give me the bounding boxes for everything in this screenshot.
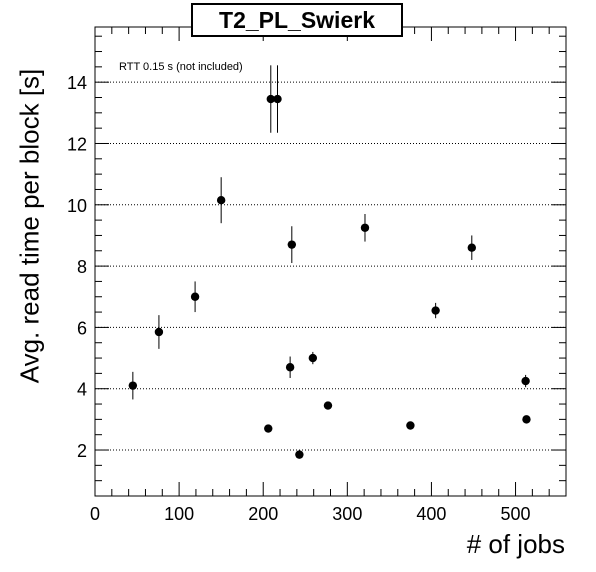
y-tick-label: 6	[77, 318, 87, 338]
y-tick-label: 14	[67, 73, 87, 93]
data-point	[431, 306, 440, 315]
y-tick-label: 4	[77, 380, 87, 400]
x-tick-label: 0	[90, 504, 100, 524]
plot-frame	[94, 26, 567, 497]
data-point	[406, 421, 415, 430]
data-point	[128, 381, 138, 390]
data-point	[308, 353, 318, 363]
data-point	[287, 240, 297, 249]
y-tick-label: 8	[77, 257, 87, 277]
y-axis-label-text: Avg. read time per block [s]	[14, 68, 45, 384]
data-points	[128, 65, 531, 459]
data-point	[522, 415, 531, 424]
y-tick-label: 2	[77, 441, 87, 461]
data-point	[295, 450, 304, 459]
data-point	[360, 223, 370, 232]
x-tick-label: 100	[164, 504, 194, 524]
data-point	[154, 327, 164, 337]
data-point	[467, 243, 476, 252]
y-tick-label: 10	[67, 196, 87, 216]
data-point	[273, 94, 282, 104]
data-point	[216, 195, 226, 205]
x-tick-label: 300	[332, 504, 362, 524]
chart-annotation: RTT 0.15 s (not included)	[119, 61, 243, 73]
data-point	[264, 424, 273, 433]
x-axis-label: # of jobs	[466, 529, 565, 559]
data-point	[190, 292, 200, 301]
grid-lines	[95, 81, 566, 451]
y-tick-label: 12	[67, 134, 87, 154]
chart-title: T2_PL_Swierk	[191, 3, 403, 37]
x-tick-label: 400	[416, 504, 446, 524]
data-point	[521, 376, 530, 386]
data-point	[266, 94, 275, 104]
data-point	[323, 401, 333, 410]
x-tick-label: 200	[248, 504, 278, 524]
x-tick-label: 500	[501, 504, 531, 524]
data-point	[285, 363, 295, 372]
axes: 0 100 200 300 400 500 2 4 6 8 10 12 14	[67, 26, 567, 524]
chart-title-text: T2_PL_Swierk	[219, 6, 375, 33]
